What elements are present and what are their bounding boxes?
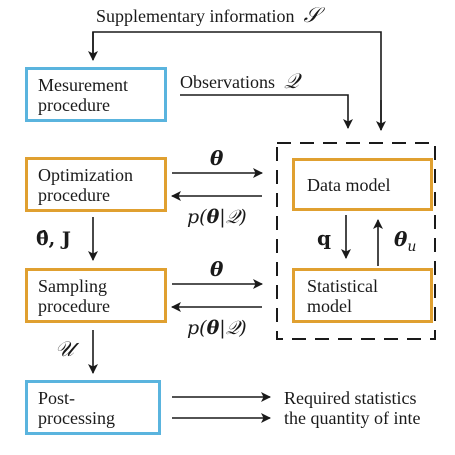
measurement-procedure-box: Mesurement procedure (25, 67, 167, 122)
statistical-model-label-line2: model (307, 295, 352, 316)
q-label: q (317, 226, 331, 250)
posterior-label-top: p(θ|𝒬) (187, 206, 247, 228)
postprocessing-box: Post- processing (25, 380, 161, 435)
required-statistics-line2: the quantity of inte (284, 408, 421, 428)
data-model-label: Data model (307, 174, 391, 195)
required-statistics-line1: Required statistics (284, 388, 417, 408)
sampling-procedure-box: Sampling procedure (25, 268, 167, 323)
theta-u-label: θu (394, 227, 417, 255)
supplementary-symbol: 𝒮 (303, 3, 320, 27)
theta-hat-j-label: θ̂, J (36, 228, 71, 250)
sampling-label-line1: Sampling (38, 275, 108, 296)
statistical-model-label-line1: Statistical (307, 275, 378, 296)
postprocessing-label-line2: processing (38, 407, 115, 428)
sampling-label-line2: procedure (38, 295, 110, 316)
optimization-label-line2: procedure (38, 184, 110, 205)
theta-label-top: θ (210, 146, 224, 170)
observations-symbol: 𝒬 (283, 69, 300, 93)
model-group-dashed-frame (276, 142, 436, 340)
optimization-label-line1: Optimization (38, 164, 133, 185)
observations-label: Observations 𝒬 (180, 69, 300, 93)
measurement-label-line1: Mesurement (38, 74, 128, 95)
statistical-model-box: Statistical model (292, 268, 433, 323)
optimization-procedure-box: Optimization procedure (25, 157, 167, 212)
u-label: 𝒰 (55, 337, 74, 361)
measurement-label-line2: procedure (38, 94, 110, 115)
posterior-label-mid: p(θ|𝒬) (187, 317, 247, 339)
supplementary-information-label: Supplementary information 𝒮 (96, 3, 320, 27)
observations-arrow (180, 94, 353, 129)
theta-label-mid: θ (210, 257, 224, 281)
postprocessing-label-line1: Post- (38, 387, 76, 408)
data-model-box: Data model (292, 158, 433, 211)
